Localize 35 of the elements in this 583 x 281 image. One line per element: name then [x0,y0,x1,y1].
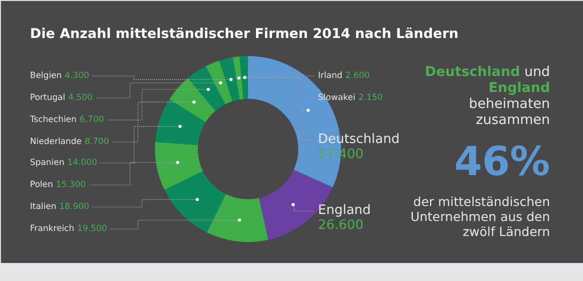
slice-label: Frankreich [30,224,74,234]
data-label: 26.600 [318,218,364,233]
text: der mittelständischen Unternehmen aus den zwölf Ländern [410,194,550,239]
data-label: 18.900 [59,202,90,212]
donut-slice [169,78,216,122]
data-label: 4.500 [68,93,93,103]
donut-slice [232,56,244,100]
chart-title: Die Anzahl mittelständischer Firmen 2014 nach Ländern [30,26,458,42]
donut-slice [164,171,226,232]
donut-slice [240,56,248,99]
data-label: 19.500 [77,224,107,234]
slice-label: Irland [318,71,342,81]
data-label: 2.600 [345,71,370,81]
slice-label: Niederlande [30,137,82,147]
text: 46% [454,139,550,185]
data-label: 15.300 [56,180,86,190]
donut-slice [155,142,203,190]
data-label: 4.300 [64,71,90,81]
donut-slice [206,194,268,242]
slice-label: Spanien [30,158,64,168]
donut-slice [155,99,206,146]
slice-label: Portugal [30,93,66,103]
donut-slice [206,60,232,104]
slice-label: England [318,203,371,218]
donut-slice [219,57,240,102]
slice-label: Polen [30,180,54,190]
text: Deutschland und England beheimaten zusammen [424,64,550,128]
data-label: 2.150 [358,93,383,103]
data-label: 6.700 [80,115,104,125]
donut-slice [188,66,226,111]
data-label: 8.700 [84,137,109,147]
slice-label: Tschechien [30,115,77,125]
data-label: 14.000 [67,158,98,168]
slice-label: Belgien [30,71,62,81]
slice-label: Italien [30,202,56,212]
